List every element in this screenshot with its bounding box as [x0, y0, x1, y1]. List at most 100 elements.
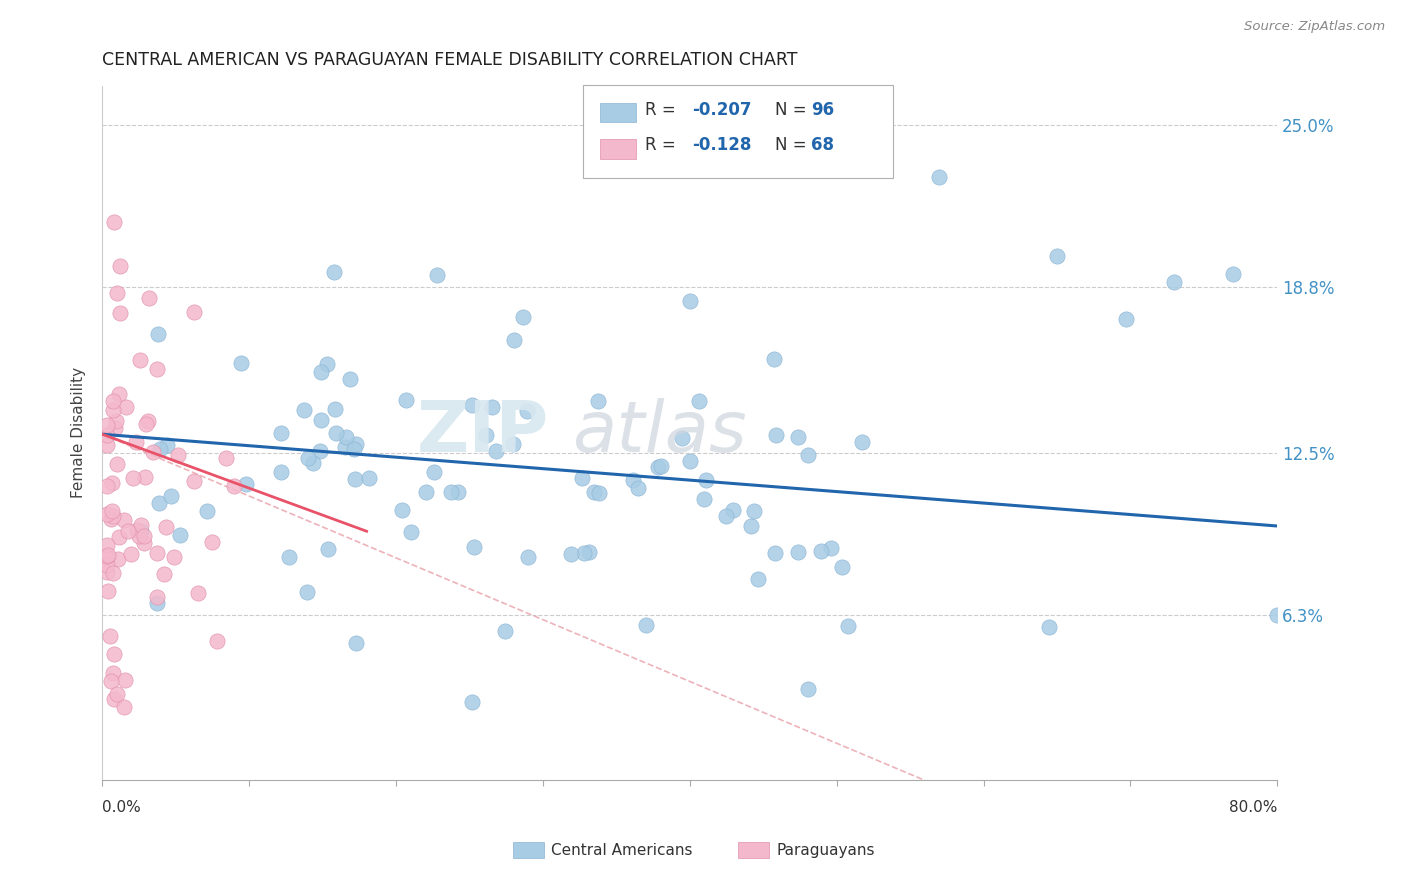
- Text: N =: N =: [775, 136, 806, 154]
- Central Americans: [461, 398, 484, 412]
- Paraguayans: [135, 417, 157, 432]
- Paraguayans: [96, 417, 118, 432]
- Text: Source: ZipAtlas.com: Source: ZipAtlas.com: [1244, 20, 1385, 33]
- Central Americans: [481, 400, 503, 414]
- Central Americans: [797, 448, 820, 462]
- Paraguayans: [96, 479, 118, 493]
- Central Americans: [650, 458, 672, 473]
- Paraguayans: [205, 634, 228, 648]
- Paraguayans: [96, 549, 118, 564]
- Paraguayans: [183, 305, 205, 319]
- Central Americans: [740, 518, 762, 533]
- Paraguayans: [145, 361, 167, 376]
- Central Americans: [1046, 249, 1069, 263]
- Paraguayans: [108, 530, 131, 544]
- Central Americans: [578, 545, 600, 559]
- Central Americans: [671, 431, 693, 445]
- Central Americans: [475, 428, 498, 442]
- Text: atlas: atlas: [572, 399, 747, 467]
- Paraguayans: [142, 445, 165, 459]
- Central Americans: [837, 619, 859, 633]
- Central Americans: [512, 310, 534, 324]
- Central Americans: [560, 547, 582, 561]
- Central Americans: [197, 504, 219, 518]
- Paraguayans: [134, 470, 156, 484]
- Central Americans: [516, 404, 538, 418]
- Paraguayans: [105, 687, 128, 701]
- Central Americans: [744, 504, 766, 518]
- Central Americans: [148, 442, 170, 456]
- Central Americans: [1115, 312, 1137, 326]
- Paraguayans: [103, 215, 125, 229]
- Paraguayans: [120, 547, 142, 561]
- Central Americans: [316, 357, 339, 371]
- Text: N =: N =: [775, 101, 806, 119]
- Central Americans: [693, 491, 716, 506]
- Paraguayans: [96, 508, 118, 522]
- Central Americans: [621, 473, 644, 487]
- Central Americans: [344, 471, 367, 485]
- Paraguayans: [105, 285, 128, 300]
- Paraguayans: [96, 565, 118, 579]
- Central Americans: [415, 485, 437, 500]
- Central Americans: [765, 427, 787, 442]
- Paraguayans: [96, 558, 118, 572]
- Paraguayans: [136, 414, 159, 428]
- Central Americans: [763, 352, 786, 367]
- Text: CENTRAL AMERICAN VS PARAGUAYAN FEMALE DISABILITY CORRELATION CHART: CENTRAL AMERICAN VS PARAGUAYAN FEMALE DI…: [103, 51, 797, 69]
- Central Americans: [156, 438, 179, 452]
- Text: Paraguayans: Paraguayans: [776, 843, 875, 857]
- Central Americans: [786, 545, 808, 559]
- Text: Central Americans: Central Americans: [551, 843, 693, 857]
- Central Americans: [714, 508, 737, 523]
- Text: 96: 96: [811, 101, 834, 119]
- Paraguayans: [131, 518, 153, 533]
- Central Americans: [395, 392, 418, 407]
- Paraguayans: [96, 437, 118, 451]
- Text: 0.0%: 0.0%: [103, 800, 141, 814]
- Central Americans: [359, 470, 381, 484]
- Paraguayans: [155, 520, 177, 534]
- Text: 68: 68: [811, 136, 834, 154]
- Central Americans: [695, 473, 717, 487]
- Central Americans: [426, 268, 449, 283]
- Paraguayans: [101, 393, 124, 408]
- Central Americans: [323, 401, 346, 416]
- Paraguayans: [167, 448, 190, 462]
- Central Americans: [571, 471, 593, 485]
- Paraguayans: [107, 552, 129, 566]
- Central Americans: [851, 434, 873, 449]
- Central Americans: [797, 682, 820, 697]
- Central Americans: [461, 695, 484, 709]
- Central Americans: [270, 426, 292, 441]
- Text: R =: R =: [645, 136, 676, 154]
- Paraguayans: [187, 585, 209, 599]
- Paraguayans: [105, 414, 128, 428]
- Central Americans: [146, 596, 169, 610]
- Paraguayans: [100, 673, 122, 688]
- Paraguayans: [146, 591, 169, 605]
- Central Americans: [647, 460, 669, 475]
- Central Americans: [810, 544, 832, 558]
- Central Americans: [502, 436, 524, 450]
- Central Americans: [297, 450, 319, 465]
- Paraguayans: [105, 457, 128, 471]
- Central Americans: [343, 442, 366, 456]
- Paraguayans: [98, 629, 121, 643]
- Paraguayans: [112, 513, 135, 527]
- Paraguayans: [114, 673, 136, 687]
- Central Americans: [787, 430, 810, 444]
- Central Americans: [747, 572, 769, 586]
- Paraguayans: [104, 421, 127, 435]
- Central Americans: [235, 476, 257, 491]
- Central Americans: [316, 541, 339, 556]
- Paraguayans: [125, 435, 148, 450]
- Paraguayans: [96, 428, 118, 442]
- Central Americans: [588, 393, 610, 408]
- Central Americans: [146, 327, 169, 342]
- Central Americans: [339, 372, 361, 386]
- Central Americans: [820, 541, 842, 556]
- Central Americans: [335, 441, 357, 455]
- Central Americans: [344, 437, 367, 451]
- Paraguayans: [101, 504, 124, 518]
